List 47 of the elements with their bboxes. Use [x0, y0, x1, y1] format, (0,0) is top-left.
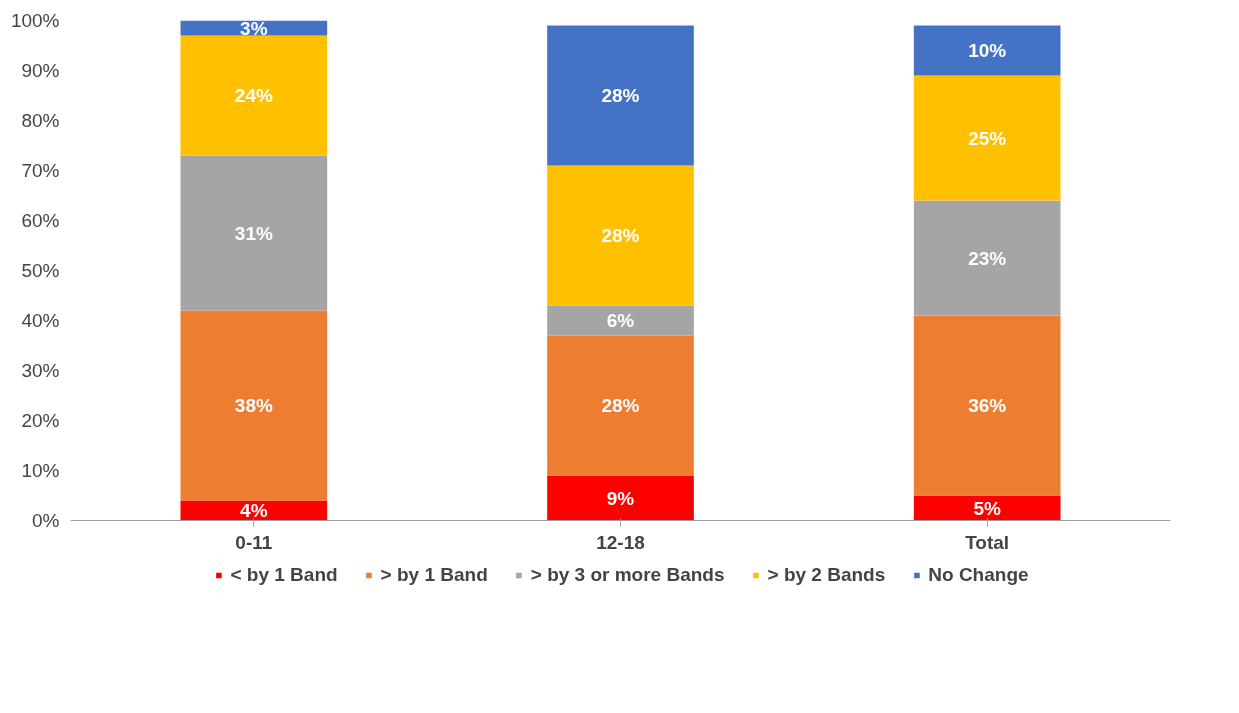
bar — [913, 25, 1061, 76]
y-tick-label: 100% — [10, 10, 60, 31]
bar — [913, 495, 1061, 521]
data-label: 38% — [234, 395, 273, 416]
data-label: 10% — [968, 40, 1007, 61]
bar — [547, 475, 694, 521]
x-tick-label: 12-18 — [596, 531, 645, 553]
y-tick-label: 60% — [21, 210, 60, 231]
data-label: 31% — [234, 222, 273, 244]
y-tick-label: 0% — [32, 510, 60, 531]
data-label: 5% — [973, 497, 1001, 519]
data-label: 4% — [240, 500, 268, 521]
y-tick-label: 10% — [21, 460, 60, 481]
y-tick-label: 30% — [21, 360, 60, 381]
bar — [913, 75, 1061, 201]
data-label: 6% — [606, 310, 635, 331]
data-label: 23% — [968, 247, 1007, 269]
bar — [547, 335, 694, 476]
data-label: 28% — [601, 395, 640, 416]
bar — [547, 25, 694, 166]
data-label: 28% — [601, 85, 640, 106]
legend-label: > by 3 or more Bands — [530, 564, 725, 586]
x-tick-label: Total — [965, 531, 1010, 553]
bar — [180, 35, 328, 156]
y-tick-label: 70% — [21, 160, 60, 181]
data-label: 3% — [240, 17, 268, 39]
y-tick-label: 80% — [21, 110, 60, 131]
data-label: 36% — [968, 395, 1007, 416]
y-tick-label: 90% — [21, 60, 60, 81]
x-tick-label: 0-11 — [235, 531, 273, 553]
bar — [180, 310, 328, 501]
bar — [913, 200, 1061, 316]
legend-label: > by 1 Band — [380, 564, 488, 586]
data-label: 9% — [606, 487, 635, 509]
y-tick-label: 40% — [21, 310, 60, 331]
bar — [547, 165, 694, 306]
data-label: 25% — [968, 127, 1007, 149]
bar — [913, 315, 1061, 496]
data-label: 28% — [601, 225, 640, 246]
legend-label: < by 1 Band — [230, 564, 338, 586]
bar — [547, 305, 694, 336]
y-tick-label: 50% — [21, 260, 60, 281]
bar — [180, 155, 328, 311]
legend-label: No Change — [928, 564, 1029, 586]
legend-label: > by 2 Bands — [767, 564, 886, 586]
y-tick-label: 20% — [21, 410, 60, 431]
data-label: 24% — [234, 85, 273, 106]
